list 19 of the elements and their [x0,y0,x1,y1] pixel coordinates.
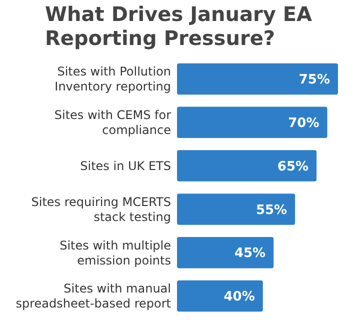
data-label: 40% [224,290,255,305]
data-label: 45% [234,246,266,262]
chart-title: What Drives January EA Reporting Pressure? [45,2,313,50]
y-tick-label: Sites with Pollution Inventory reporting [54,64,171,94]
y-tick-label: Sites with multiple emission points [60,238,171,268]
bar [177,63,338,95]
bar [177,194,296,225]
bar [177,280,263,312]
data-label: 75% [298,72,330,88]
data-label: 70% [288,116,320,131]
data-label: 55% [256,202,288,218]
y-tick-label: Sites requiring MCERTS stack testing [31,194,171,224]
y-tick-label: Sites with manual spreadsheet-based report [16,282,172,311]
bar [177,236,274,268]
y-tick-label: Sites in UK ETS [80,158,171,173]
data-label: 65% [277,159,309,174]
bar [177,150,317,182]
bar [177,106,328,138]
y-tick-label: Sites with CEMS for compliance [54,108,172,138]
